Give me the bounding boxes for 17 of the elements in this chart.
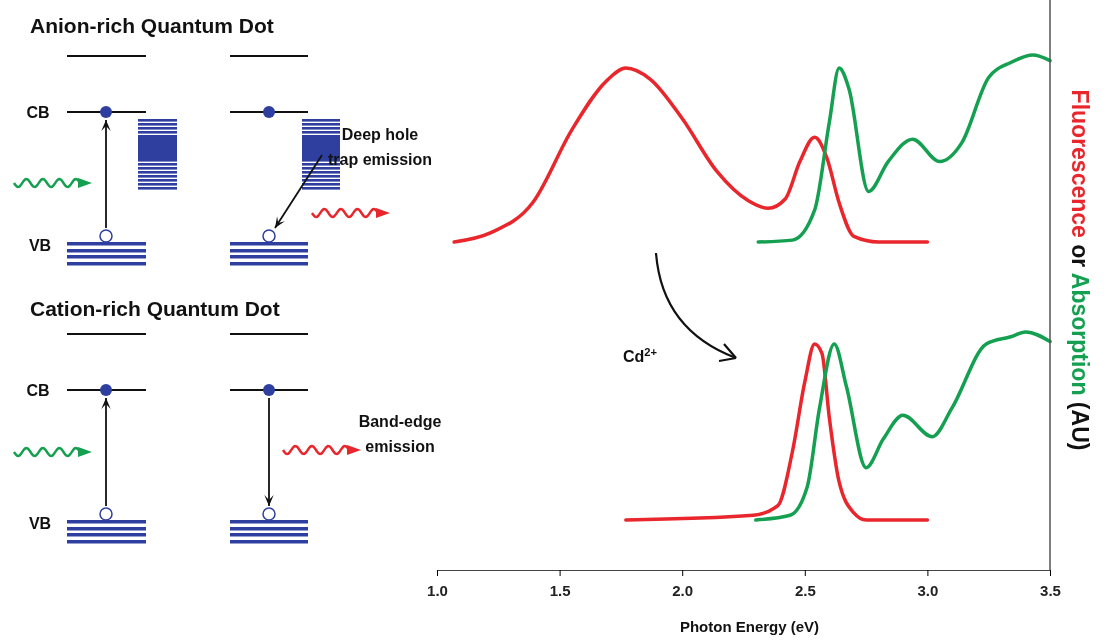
text: VB <box>28 515 52 532</box>
x-tick-label: 1.5 <box>549 581 571 599</box>
x-tick-label: 3.0 <box>917 581 939 599</box>
annotation: Cd$^{2+}$ <box>622 346 658 365</box>
text: CB <box>26 104 50 121</box>
text: Anion-rich Quantum Dot <box>30 14 274 37</box>
x-tick-label: 2.5 <box>794 581 816 599</box>
text: CB <box>26 382 50 399</box>
x-tick-label: 3.5 <box>1040 581 1061 599</box>
x-tick-label: 1.0 <box>427 581 448 599</box>
text: Cation-rich Quantum Dot <box>30 297 280 320</box>
text: VB <box>28 237 52 254</box>
x-axis-title: Photon Energy (eV) <box>679 618 820 635</box>
y-axis-title: Fluorescence or Absorption (AU) <box>1067 89 1093 451</box>
text: Deep hole trap emission <box>327 126 433 168</box>
x-tick-label: 2.0 <box>672 581 694 599</box>
annotation: Band-edge emission <box>358 413 442 455</box>
